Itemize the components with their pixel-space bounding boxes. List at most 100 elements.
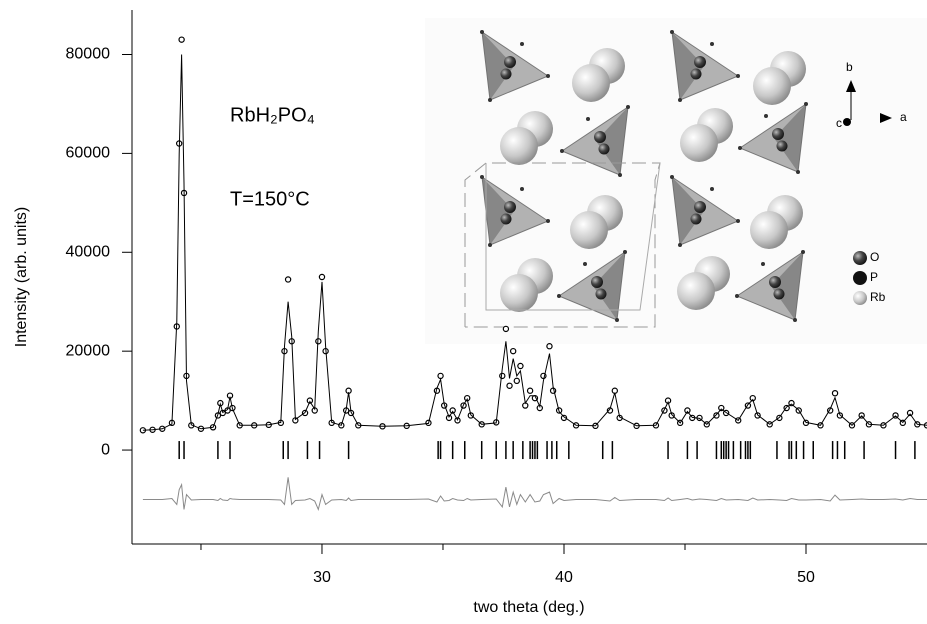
legend-label: O xyxy=(870,250,879,264)
observed-point xyxy=(506,382,513,389)
o-atom xyxy=(546,219,550,223)
axis-letter: a xyxy=(900,110,907,124)
o-atom xyxy=(546,74,550,78)
o-atom xyxy=(736,219,740,223)
po4-face xyxy=(593,252,625,320)
o-atom xyxy=(586,117,590,121)
o-atom xyxy=(793,318,797,322)
observed-point xyxy=(611,387,619,394)
o-atom xyxy=(500,213,512,225)
o-atom xyxy=(480,175,484,179)
o-atom xyxy=(488,98,492,102)
observed-point xyxy=(284,276,292,283)
legend-label: P xyxy=(870,270,878,284)
observed-point xyxy=(831,389,839,397)
compound-label: RbH₂PO₄ xyxy=(230,104,315,126)
rb-atom xyxy=(500,127,538,165)
o-atom xyxy=(520,42,524,46)
axis-letter: b xyxy=(846,60,853,74)
p-atom xyxy=(694,56,706,68)
observed-point xyxy=(906,409,914,417)
o-atom xyxy=(710,187,714,191)
observed-point xyxy=(502,325,510,333)
o-atom xyxy=(670,175,674,179)
rb-atom xyxy=(750,211,788,249)
observed-point xyxy=(178,36,185,43)
o-atom xyxy=(690,213,702,225)
observed-point xyxy=(445,414,453,422)
y-tick-label: 20000 xyxy=(66,342,111,359)
o-atom xyxy=(773,288,785,300)
rb-atom xyxy=(753,67,791,105)
observed-point xyxy=(517,362,524,370)
o-atom xyxy=(796,170,800,174)
o-atom xyxy=(678,243,682,247)
o-atom xyxy=(801,250,805,254)
rb-atom xyxy=(572,64,610,102)
o-atom xyxy=(618,173,622,177)
o-atom xyxy=(710,42,714,46)
observed-point xyxy=(513,377,520,385)
po4-face xyxy=(482,177,514,245)
o-atom xyxy=(764,114,768,118)
o-atom xyxy=(480,30,484,34)
po4-face xyxy=(482,32,514,100)
o-atom xyxy=(520,187,524,191)
o-atom xyxy=(615,318,619,322)
po4-face xyxy=(771,252,803,320)
o-atom xyxy=(761,262,765,266)
o-atom xyxy=(736,74,740,78)
o-atom xyxy=(626,105,630,109)
rb-atom xyxy=(680,124,718,162)
observed-point xyxy=(560,414,568,422)
axis-letter: c xyxy=(836,116,842,130)
o-atom xyxy=(557,294,561,298)
o-atom xyxy=(488,243,492,247)
po4-face xyxy=(672,177,704,245)
o-atom xyxy=(598,143,610,155)
c-axis-dot xyxy=(843,118,851,126)
o-atom xyxy=(690,68,702,80)
observed-point xyxy=(526,387,534,394)
y-tick-label: 0 xyxy=(101,441,110,458)
o-atom xyxy=(804,102,808,106)
p-atom xyxy=(769,276,781,288)
legend-atom xyxy=(853,291,867,305)
p-atom xyxy=(772,128,784,140)
o-atom xyxy=(583,262,587,266)
o-atom xyxy=(595,288,607,300)
o-atom xyxy=(500,68,512,80)
difference-line xyxy=(142,477,927,511)
observed-point xyxy=(306,397,314,404)
arrow-head xyxy=(880,113,892,123)
y-tick-label: 60000 xyxy=(66,145,111,162)
legend-atom xyxy=(853,271,867,285)
observed-point xyxy=(713,412,720,419)
observed-point xyxy=(449,407,456,414)
y-axis-title: Intensity (arb. units) xyxy=(13,207,30,348)
rb-atom xyxy=(677,272,715,310)
rb-atom xyxy=(570,211,608,249)
o-atom xyxy=(735,294,739,298)
calculated-line xyxy=(142,54,927,431)
p-atom xyxy=(591,276,603,288)
p-atom xyxy=(694,201,706,213)
temperature-label: T=150°C xyxy=(230,188,310,210)
legend-atom xyxy=(853,251,867,265)
x-axis-title: two theta (deg.) xyxy=(473,599,584,616)
crystal-structure-inset: b a c OP Rb xyxy=(425,18,927,344)
x-tick-label: 40 xyxy=(555,569,573,586)
observed-point xyxy=(546,343,553,350)
p-atom xyxy=(504,201,516,213)
o-atom xyxy=(776,140,788,152)
x-tick-label: 50 xyxy=(797,569,815,586)
observed-point xyxy=(509,347,517,355)
po4-face xyxy=(596,107,628,175)
rb-atom xyxy=(500,274,538,312)
y-tick-label: 80000 xyxy=(66,46,111,63)
p-atom xyxy=(594,131,606,143)
legend-label: Rb xyxy=(870,290,886,304)
observed-point xyxy=(318,273,326,281)
o-atom xyxy=(738,146,742,150)
